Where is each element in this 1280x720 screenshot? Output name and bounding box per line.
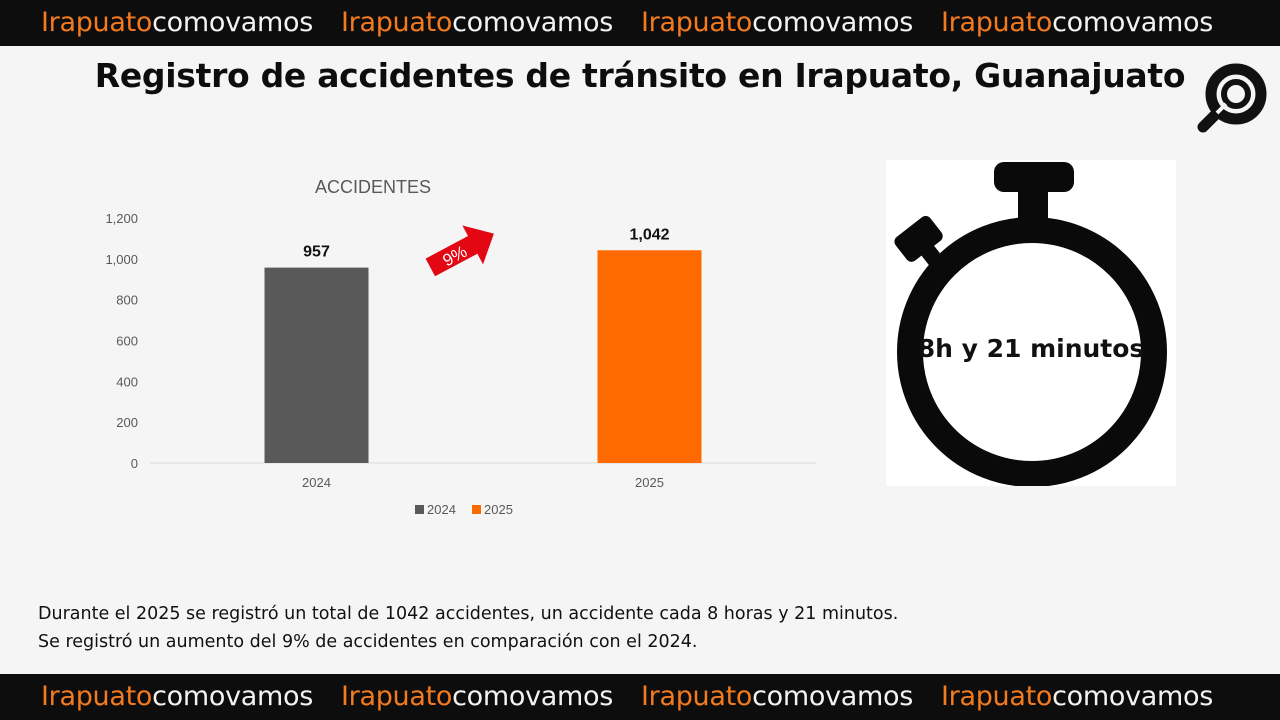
- legend-swatch: [472, 505, 481, 514]
- y-tick-label: 800: [116, 293, 138, 308]
- increase-arrow-icon: 9%: [425, 225, 494, 277]
- y-axis: 0 200 400 600 800 1,000 1,200: [105, 211, 138, 471]
- banner-phrase: Irapuatocomovamos: [41, 681, 314, 712]
- bar-2024: [264, 267, 369, 463]
- x-axis: 2024 2025: [302, 475, 664, 490]
- top-banner: Irapuatocomovamos Irapuatocomovamos Irap…: [0, 0, 1280, 46]
- y-tick-label: 0: [131, 456, 138, 471]
- legend-swatch: [415, 505, 424, 514]
- bar-value-label: 1,042: [629, 226, 669, 243]
- x-tick-label: 2024: [302, 475, 331, 490]
- chart-legend: 2024 2025: [415, 502, 513, 517]
- banner-phrase: Irapuatocomovamos: [41, 7, 314, 38]
- y-tick-label: 1,000: [105, 252, 138, 267]
- bars: 957 1,042: [264, 226, 702, 463]
- magnifier-logo-icon: [1197, 63, 1267, 133]
- y-tick-label: 600: [116, 334, 138, 349]
- stopwatch-icon: [894, 162, 1167, 486]
- summary-line-2: Se registró un aumento del 9% de acciden…: [38, 632, 698, 652]
- y-tick-label: 1,200: [105, 211, 138, 226]
- banner-phrase: Irapuatocomovamos: [941, 7, 1214, 38]
- bar-2025: [597, 250, 702, 463]
- bar-value-label: 957: [303, 244, 330, 261]
- legend-label: 2025: [484, 502, 513, 517]
- banner-phrase: Irapuatocomovamos: [641, 7, 914, 38]
- stopwatch-time-label: 8h y 21 minutos: [917, 334, 1145, 363]
- banner-phrase: Irapuatocomovamos: [941, 681, 1214, 712]
- accidents-bar-chart: ACCIDENTES 0 200 400 600 800 1,000 1,200 957 1,…: [105, 177, 816, 517]
- x-tick-label: 2025: [635, 475, 664, 490]
- banner-phrase: Irapuatocomovamos: [341, 681, 614, 712]
- stopwatch-panel: 8h y 21 minutos: [886, 160, 1176, 486]
- banner-track-bottom: Irapuatocomovamos Irapuatocomovamos Irap…: [0, 674, 1280, 720]
- banner-track-top: Irapuatocomovamos Irapuatocomovamos Irap…: [0, 0, 1280, 46]
- banner-phrase: Irapuatocomovamos: [341, 7, 614, 38]
- summary-line-1: Durante el 2025 se registró un total de …: [38, 604, 899, 624]
- bottom-banner: Irapuatocomovamos Irapuatocomovamos Irap…: [0, 674, 1280, 720]
- banner-phrase: Irapuatocomovamos: [641, 681, 914, 712]
- page-title: Registro de accidentes de tránsito en Ir…: [94, 56, 1186, 95]
- legend-label: 2024: [427, 502, 456, 517]
- summary-text: Durante el 2025 se registró un total de …: [38, 600, 1138, 656]
- chart-title: ACCIDENTES: [315, 177, 431, 197]
- y-tick-label: 400: [116, 374, 138, 389]
- y-tick-label: 200: [116, 415, 138, 430]
